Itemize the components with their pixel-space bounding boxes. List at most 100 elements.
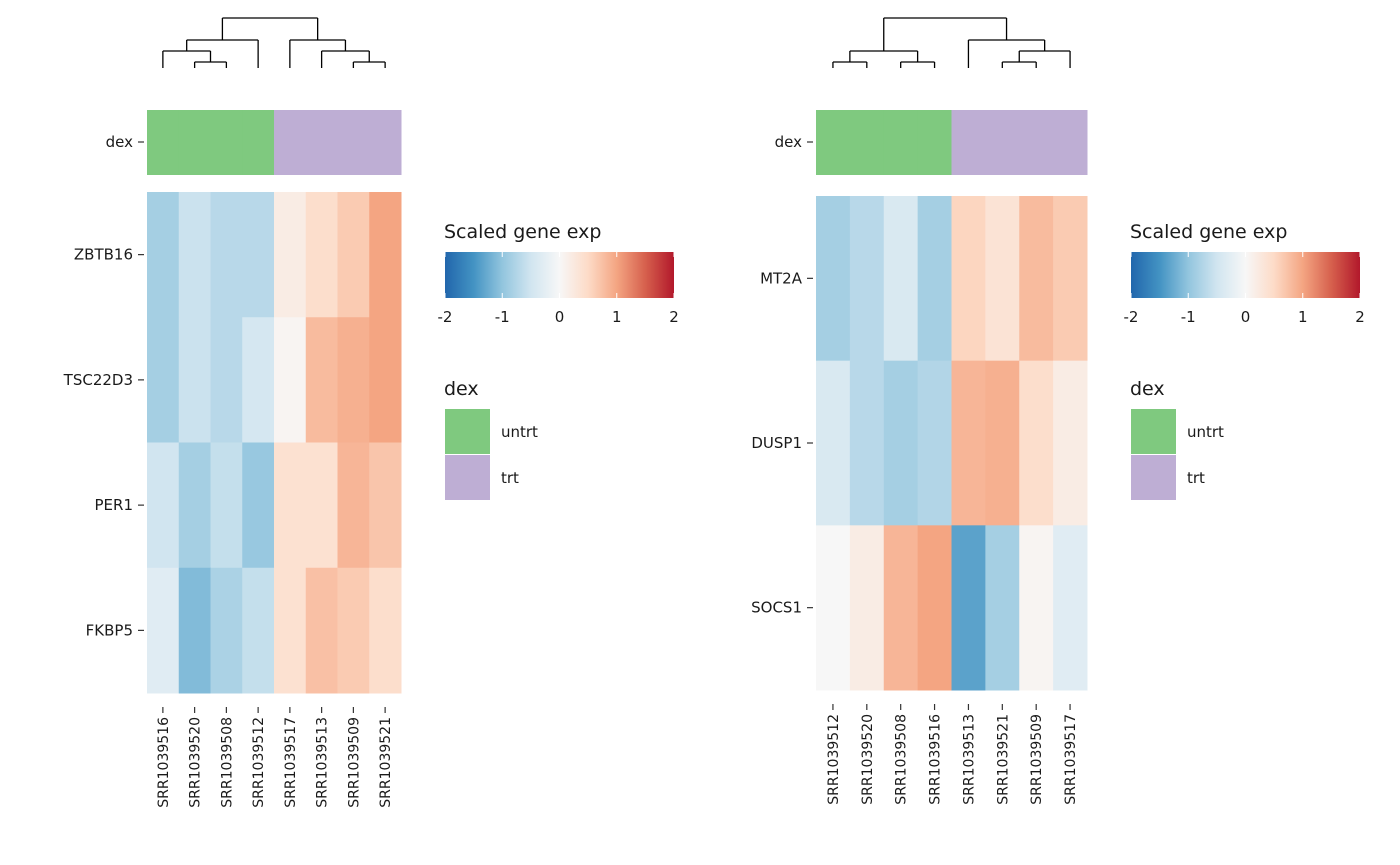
sample-label: SRR1039509 — [1029, 714, 1045, 805]
legend-2: Scaled gene exp -2 -1 0 1 2 dex untrt trt — [1124, 221, 1365, 500]
heatmap-cell — [210, 442, 243, 569]
annotation-cell-untrt — [242, 110, 275, 175]
gene-label: PER1 — [95, 496, 134, 514]
heatmap-cell — [337, 317, 370, 443]
gene-label: FKBP5 — [86, 621, 133, 639]
sample-label: SRR1039513 — [315, 717, 331, 808]
heatmap-cell — [274, 317, 307, 443]
legend-swatch-trt-2 — [1131, 455, 1176, 500]
sample-label: SRR1039521 — [378, 717, 394, 808]
annotation-cell-trt — [951, 110, 986, 175]
annotation-cell-untrt — [849, 110, 885, 175]
annotation-bar-1 — [147, 110, 402, 175]
colorbar-title-2: Scaled gene exp — [1130, 221, 1287, 243]
heatmap-cell — [210, 567, 243, 694]
heatmap-cell — [849, 525, 885, 691]
annotation-cell-trt — [274, 110, 307, 175]
heatmap-cell — [883, 196, 919, 362]
heatmap-cell — [242, 442, 275, 569]
heatmap-cell — [147, 567, 180, 694]
sample-labels-1: SRR1039516 SRR1039520 SRR1039508 SRR1039512… — [156, 707, 394, 808]
heatmap-cell — [147, 192, 180, 318]
heatmap-cell — [917, 196, 952, 362]
annotation-cell-untrt — [917, 110, 952, 175]
heatmap-cell — [985, 525, 1020, 691]
heatmap-cells-1 — [147, 192, 402, 694]
annotation-cell-trt — [985, 110, 1020, 175]
sample-label: SRR1039512 — [251, 717, 267, 808]
annotation-cell-untrt — [883, 110, 919, 175]
gene-labels-1: ZBTB16 TSC22D3 PER1 FKBP5 — [63, 246, 144, 639]
heatmap-cell — [951, 525, 986, 691]
heatmap-cell — [242, 317, 275, 443]
sample-label: SRR1039521 — [995, 714, 1011, 805]
annotation-bar-2 — [816, 110, 1088, 175]
sample-label: SRR1039516 — [928, 714, 944, 805]
heatmap-cell — [917, 360, 952, 526]
heatmap-cell — [816, 196, 851, 362]
heatmap-cell — [337, 442, 370, 569]
heatmap-cell — [369, 192, 402, 318]
heatmap-cell — [147, 317, 180, 443]
colorbar-tick-label: 1 — [1298, 308, 1308, 326]
heatmap-cell — [369, 567, 402, 694]
annotation-cell-untrt — [147, 110, 180, 175]
annotation-cell-trt — [369, 110, 402, 175]
annotation-cell-untrt — [816, 110, 851, 175]
colorbar-title-1: Scaled gene exp — [444, 221, 601, 243]
annotation-cell-trt — [337, 110, 370, 175]
colorbar-ticks-1: -2 -1 0 1 2 — [438, 252, 679, 326]
heatmap-cell — [883, 525, 919, 691]
heatmap-cell — [305, 567, 338, 694]
heatmap-cell — [1053, 525, 1088, 691]
annotation-label-1: dex — [106, 133, 133, 151]
gene-label: ZBTB16 — [74, 246, 133, 264]
heatmap-cell — [274, 567, 307, 694]
heatmap-cell — [274, 192, 307, 318]
heatmap-cell — [242, 192, 275, 318]
colorbar-ticks-2: -2 -1 0 1 2 — [1124, 252, 1365, 326]
gene-label: TSC22D3 — [63, 371, 133, 389]
heatmap-cell — [849, 196, 885, 362]
legend-swatch-trt-1 — [445, 455, 490, 500]
colorbar-tick-label: 0 — [1241, 308, 1251, 326]
heatmap-cell — [1019, 360, 1054, 526]
colorbar-tick-label: -2 — [1124, 308, 1139, 326]
heatmap-cell — [951, 196, 986, 362]
sample-label: SRR1039513 — [961, 714, 977, 805]
annotation-label-2: dex — [775, 133, 802, 151]
dendrogram-2 — [832, 17, 1071, 68]
heatmap-cell — [1053, 196, 1088, 362]
heatmap-cell — [210, 192, 243, 318]
colorbar-tick-label: 1 — [612, 308, 622, 326]
colorbar-tick-label: -1 — [495, 308, 510, 326]
heatmap-cell — [242, 567, 275, 694]
group-legend-title-2: dex — [1130, 378, 1165, 400]
heatmap-cell — [210, 317, 243, 443]
sample-label: SRR1039508 — [219, 717, 235, 808]
heatmap-cell — [917, 525, 952, 691]
heatmap-cell — [1053, 360, 1088, 526]
heatmap-cell — [1019, 525, 1054, 691]
heatmap-cell — [178, 567, 211, 694]
legend-label-untrt-1: untrt — [501, 423, 538, 441]
annotation-cell-trt — [1053, 110, 1088, 175]
legend-label-trt-1: trt — [501, 469, 519, 487]
dendrogram-1 — [162, 17, 386, 68]
annotation-cell-trt — [305, 110, 338, 175]
heatmap-cells-2 — [816, 196, 1088, 691]
heatmap-cell — [1019, 196, 1054, 362]
colorbar-tick-label: 2 — [1355, 308, 1365, 326]
group-legend-title-1: dex — [444, 378, 479, 400]
heatmap-cell — [985, 360, 1020, 526]
colorbar-1 — [445, 252, 674, 298]
annotation-cell-untrt — [210, 110, 243, 175]
legend-1: Scaled gene exp -2 -1 0 1 2 dex untrt trt — [438, 221, 679, 500]
sample-label: SRR1039508 — [894, 714, 910, 805]
legend-label-untrt-2: untrt — [1187, 423, 1224, 441]
annotation-cell-trt — [1019, 110, 1054, 175]
legend-label-trt-2: trt — [1187, 469, 1205, 487]
